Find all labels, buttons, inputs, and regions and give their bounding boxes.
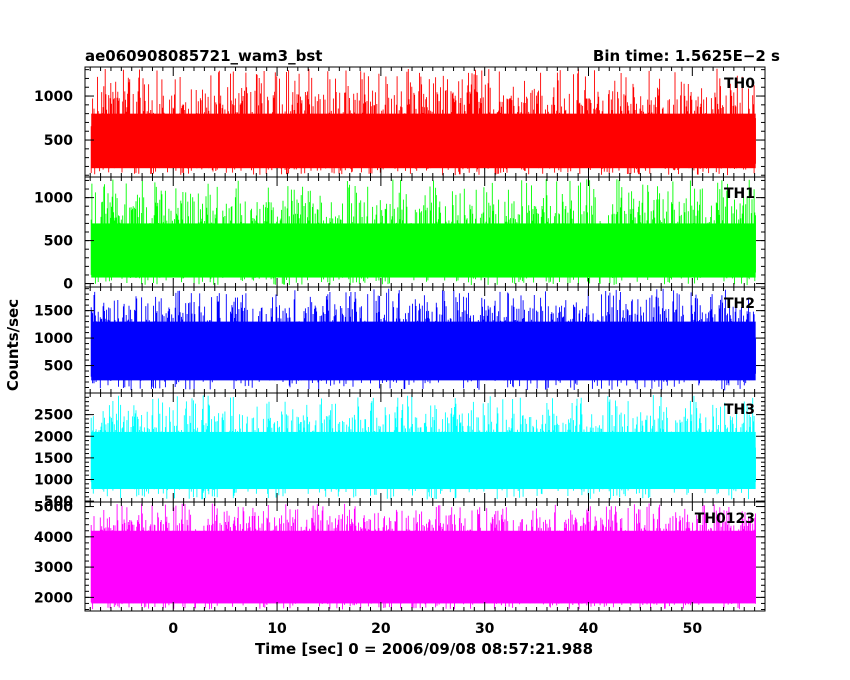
y-tick-label: 1000	[34, 191, 73, 207]
y-tick-label: 1000	[34, 89, 73, 105]
y-tick-label: 500	[44, 234, 73, 250]
panel-th0123: 2000 3000 4000 5000 TH0123	[34, 500, 766, 612]
y-tick-label: 1500	[34, 451, 73, 467]
y-tick-label: 500	[44, 133, 73, 149]
x-tick-label: 10	[267, 621, 287, 637]
series-trace-th0123	[90, 503, 756, 610]
y-tick-label: 1000	[34, 473, 73, 489]
y-tick-label: 2500	[34, 408, 73, 424]
series-trace-th2	[90, 288, 756, 391]
y-tick-label: 4000	[34, 530, 73, 546]
bin-time-label: Bin time: 1.5625E−2 s	[593, 47, 780, 65]
x-tick-label: 40	[579, 621, 599, 637]
chart-title: ae060908085721_wam3_bst	[85, 47, 322, 65]
y-tick-label: 0	[63, 277, 73, 293]
series-trace-th3	[90, 394, 756, 500]
panel-th2: 500 1000 1500 TH2	[34, 286, 766, 394]
y-tick-label: 3000	[34, 560, 73, 576]
y-tick-label: 1000	[34, 331, 73, 347]
x-axis-label: Time [sec] 0 = 2006/09/08 08:57:21.988	[255, 640, 593, 658]
panel-th3: 500 1000 1500 2000 2500 TH3	[34, 392, 766, 510]
panel-frame	[84, 501, 766, 612]
panel-label-th3: TH3	[724, 402, 755, 418]
x-tick-label: 50	[683, 621, 703, 637]
panel-th0: 500 1000 TH0	[34, 66, 766, 178]
panel-label-th0: TH0	[724, 76, 755, 92]
y-tick-label: 2000	[34, 429, 73, 445]
series-trace-th1	[90, 179, 756, 286]
panel-label-th1: TH1	[724, 186, 755, 202]
x-tick-label: 30	[475, 621, 495, 637]
y-tick-label: 1500	[34, 304, 73, 320]
panel-th1: 0 500 1000 TH1	[34, 176, 766, 293]
y-axis-label: Counts/sec	[4, 299, 22, 391]
x-tick-label: 20	[371, 621, 391, 637]
x-tick-label: 0	[168, 621, 178, 637]
y-tick-label: 500	[44, 359, 73, 375]
series-trace-th0	[90, 68, 756, 176]
y-tick-label: 5000	[34, 500, 73, 516]
y-tick-label: 500	[44, 494, 73, 510]
panel-label-th0123: TH0123	[695, 511, 755, 527]
y-tick-label: 2000	[34, 590, 73, 606]
panel-label-th2: TH2	[724, 296, 755, 312]
